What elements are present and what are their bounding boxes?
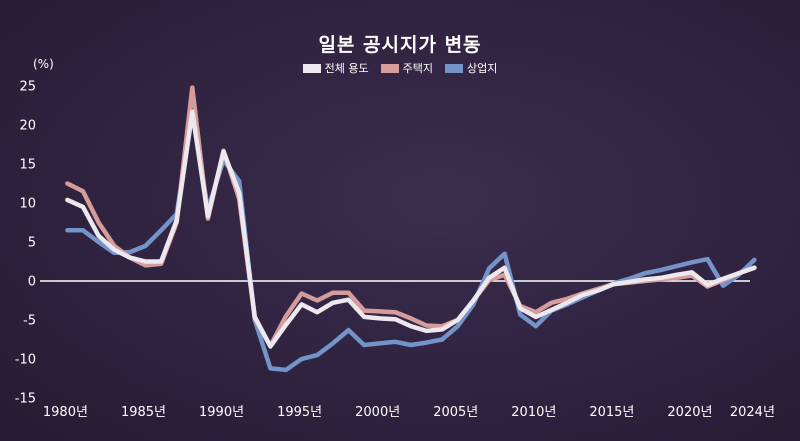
x-tick-label: 1995년 bbox=[277, 405, 322, 420]
series-line-0 bbox=[65, 109, 757, 349]
legend-item-all: 전체 용도 bbox=[302, 60, 369, 76]
x-tick-label: 1985년 bbox=[121, 405, 166, 420]
legend-label-all: 전체 용도 bbox=[324, 62, 369, 75]
y-tick-label: -5 bbox=[23, 314, 36, 329]
x-tick-label: 2020년 bbox=[667, 405, 712, 420]
x-tick-label: 2000년 bbox=[355, 405, 400, 420]
chart-title: 일본 공시지가 변동 bbox=[318, 34, 482, 56]
legend-item-residential: 주택지 bbox=[380, 60, 433, 76]
x-tick-label: 2015년 bbox=[589, 405, 634, 420]
y-tick-label: -15 bbox=[15, 392, 36, 407]
legend-label-residential: 주택지 bbox=[402, 62, 433, 75]
series-line-1 bbox=[65, 85, 757, 348]
chart-legend: 전체 용도 주택지 상업지 bbox=[0, 60, 800, 76]
x-tick-label: 1980년 bbox=[43, 405, 88, 420]
y-tick-label: 20 bbox=[19, 119, 36, 134]
y-tick-label: 10 bbox=[19, 197, 36, 212]
y-tick-label: 15 bbox=[19, 158, 36, 173]
x-tick-label: 2024년 bbox=[730, 405, 775, 420]
y-axis-unit-label: (%) bbox=[33, 57, 54, 71]
y-tick-label: 0 bbox=[28, 275, 36, 290]
legend-swatch-residential bbox=[380, 63, 399, 73]
x-tick-label: 2010년 bbox=[511, 405, 556, 420]
legend-item-commercial: 상업지 bbox=[444, 60, 498, 76]
x-tick-label: 1990년 bbox=[199, 405, 244, 420]
y-tick-label: -10 bbox=[15, 353, 36, 368]
y-tick-label: 25 bbox=[19, 80, 36, 95]
legend-swatch-commercial bbox=[444, 63, 463, 73]
y-tick-label: 5 bbox=[28, 236, 36, 251]
x-tick-label: 2005년 bbox=[433, 405, 478, 420]
legend-label-commercial: 상업지 bbox=[466, 62, 498, 75]
legend-swatch-all bbox=[302, 63, 321, 73]
